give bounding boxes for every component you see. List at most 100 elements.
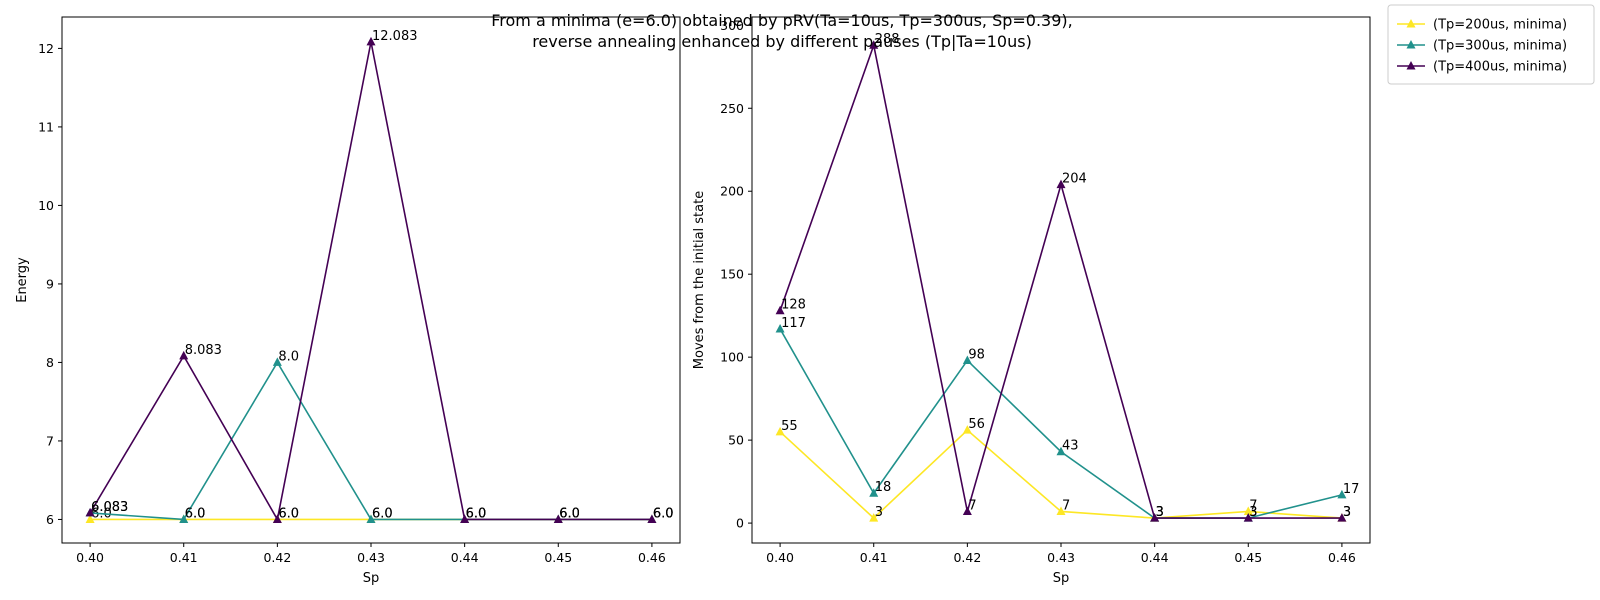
data-label: 8.0 (278, 349, 299, 364)
data-label: 6.0 (278, 506, 299, 521)
x-tick-label: 0.40 (766, 550, 794, 565)
series-2: 117 18 98 43 3 3 17 (775, 316, 1359, 522)
chart-panel-2: 0.40 0.41 0.42 0.43 0.44 0.45 0.46 0 50 100 150 200… (692, 16, 1371, 586)
axes-frame (751, 16, 1371, 544)
data-point (869, 513, 879, 522)
legend-label: (Tp=200us, minima) (1433, 18, 1567, 33)
legend-label: (Tp=300us, minima) (1433, 39, 1567, 54)
legend-entry: (Tp=200us, minima) (1397, 18, 1567, 33)
series-3: 6.083 8.083 6.0 12.083 6.0 6.0 6.0 (85, 29, 674, 523)
legend-marker (1406, 19, 1416, 28)
x-tick-label: 0.41 (860, 550, 888, 565)
data-label: 3 (875, 505, 883, 520)
data-label: 6.0 (185, 506, 206, 521)
data-point (1337, 513, 1347, 522)
data-point (962, 425, 972, 434)
x-tick-label: 0.42 (953, 550, 981, 565)
data-label: 3 (1343, 505, 1351, 520)
y-tick-label: 11 (38, 119, 54, 134)
data-label: 6.083 (91, 500, 128, 515)
y-tick-label: 12 (38, 41, 54, 56)
x-axis-label: Sp (363, 571, 380, 586)
y-axis-label: Moves from the initial state (692, 191, 707, 369)
y-tick-label: 7 (46, 433, 54, 448)
x-tick-label: 0.46 (1328, 550, 1356, 565)
x-tick-label: 0.44 (1141, 550, 1169, 565)
legend-marker (1406, 61, 1416, 70)
data-label: 7 (1062, 498, 1070, 513)
x-tick-label: 0.43 (357, 550, 385, 565)
chart-panel-1: 0.40 0.41 0.42 0.43 0.44 0.45 0.46 6 7 8 9 10 11 12 Sp… (15, 16, 681, 586)
x-tick-label: 0.41 (170, 550, 198, 565)
data-label: 204 (1062, 172, 1087, 187)
y-tick-label: 250 (720, 101, 744, 116)
data-point (869, 40, 879, 49)
y-tick-label: 100 (720, 350, 744, 365)
data-label: 56 (968, 417, 985, 432)
data-point (775, 426, 785, 436)
data-label: 6.0 (466, 506, 487, 521)
data-point (869, 488, 879, 497)
y-tick-label: 200 (720, 184, 744, 199)
data-point (962, 506, 972, 515)
y-tick-label: 150 (720, 267, 744, 282)
data-point (1056, 179, 1066, 189)
y-tick-label: 300 (720, 18, 744, 33)
y-tick-label: 9 (46, 276, 54, 291)
chart-title-line1: From a minima (e=6.0) obtained by pRV(Ta… (491, 11, 1073, 30)
data-label: 3 (1249, 505, 1257, 520)
data-label: 7 (1249, 498, 1257, 513)
data-label: 6.0 (653, 506, 674, 521)
data-point (1337, 489, 1347, 499)
y-tick-label: 8 (46, 355, 54, 370)
x-tick-label: 0.46 (638, 550, 666, 565)
data-point (1056, 446, 1066, 456)
data-label: 43 (1062, 439, 1079, 454)
data-label: 6.0 (559, 506, 580, 521)
data-point (1150, 513, 1160, 522)
y-axis-label: Energy (15, 257, 30, 303)
y-tick-label: 50 (728, 433, 744, 448)
data-label: 288 (875, 32, 900, 47)
data-point (775, 323, 785, 333)
data-label: 55 (781, 419, 798, 434)
data-point (85, 514, 95, 523)
legend-frame (1387, 4, 1595, 85)
series-line (779, 429, 1342, 520)
data-point (1056, 506, 1066, 515)
data-label: 6.0 (278, 506, 299, 521)
data-point (85, 507, 95, 517)
data-label: 128 (781, 298, 806, 313)
data-point (272, 514, 282, 523)
y-tick-label: 10 (38, 198, 54, 213)
x-tick-label: 0.40 (76, 550, 104, 565)
data-label: 98 (968, 347, 985, 362)
data-point (366, 514, 376, 523)
data-label: 12.083 (372, 29, 418, 44)
data-label: 6.083 (91, 500, 128, 515)
x-tick-label: 0.43 (1047, 550, 1075, 565)
data-point (647, 514, 657, 523)
series-2: 6.083 6.0 8.0 6.0 6.0 6.0 6.0 (85, 349, 674, 523)
data-label: 6.0 (559, 506, 580, 521)
plots: 0.40 0.41 0.42 0.43 0.44 0.45 0.46 6 7 8 9 10 11 12 Sp… (15, 16, 1371, 586)
legend: (Tp=200us, minima) (Tp=300us, minima) (Tp=… (1387, 4, 1595, 85)
legend-label: (Tp=400us, minima) (1433, 60, 1567, 75)
axes-frame (61, 16, 681, 544)
data-point (1243, 513, 1253, 522)
series-line (90, 360, 652, 521)
y-tick-label: 0 (736, 516, 744, 531)
legend-entry: (Tp=300us, minima) (1397, 39, 1567, 54)
data-label: 3 (1156, 505, 1164, 520)
x-axis-label: Sp (1053, 571, 1070, 586)
data-label: 18 (875, 480, 892, 495)
data-label: 117 (781, 316, 806, 331)
data-label: 8.083 (185, 343, 222, 358)
y-tick-label: 6 (46, 512, 54, 527)
data-point (962, 355, 972, 364)
data-point (272, 357, 282, 366)
chart-title-line2: reverse annealing enhanced by different … (532, 32, 1032, 51)
data-point (1243, 506, 1253, 515)
data-label: 6.0 (372, 506, 393, 521)
